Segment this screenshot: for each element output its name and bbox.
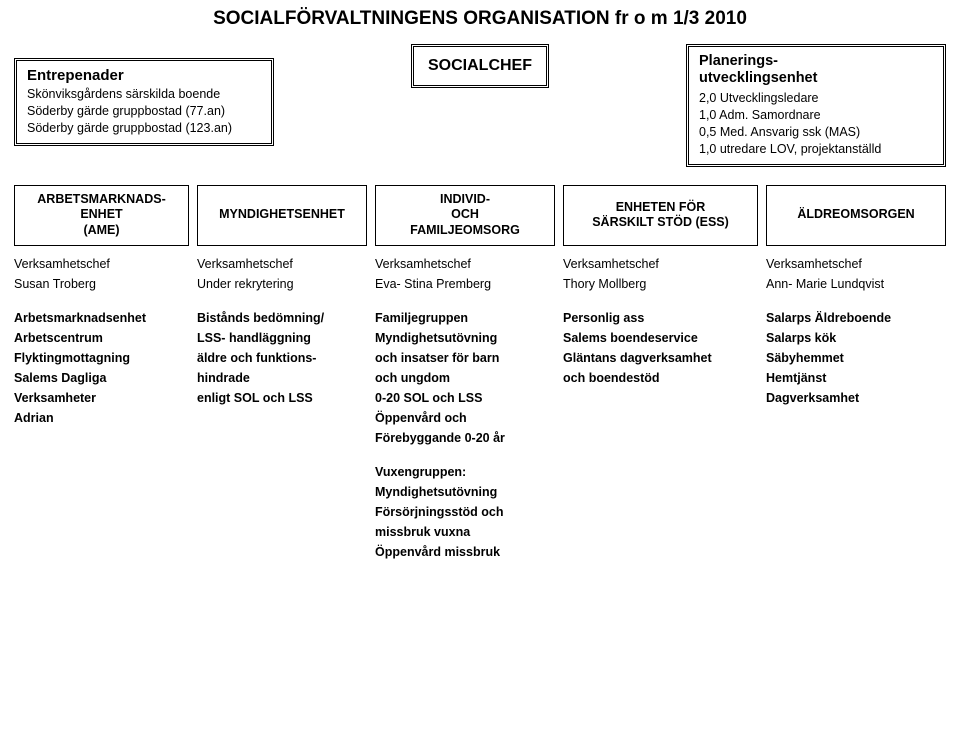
socialchef-box: SOCIALCHEF <box>411 44 549 88</box>
chef-name: Eva- Stina Premberg <box>375 274 555 294</box>
unit-line: ENHETEN FÖR <box>570 200 751 216</box>
chef-label: Verksamhetschef <box>14 254 189 274</box>
details-col-0: Arbetsmarknadsenhet Arbetscentrum Flykti… <box>14 308 189 448</box>
details-col-3: Personlig ass Salems boendeservice Glänt… <box>563 308 758 448</box>
unit-line: MYNDIGHETSENHET <box>204 207 360 223</box>
unit-box-ess: ENHETEN FÖR SÄRSKILT STÖD (ESS) <box>563 185 758 246</box>
vuxen-row: Vuxengruppen: Myndighetsutövning Försörj… <box>14 462 946 562</box>
detail-line: Myndighetsutövning <box>375 328 555 348</box>
chef-label: Verksamhetschef <box>197 254 367 274</box>
units-row: ARBETSMARKNADS- ENHET (AME) MYNDIGHETSEN… <box>14 185 946 246</box>
detail-line: 0-20 SOL och LSS <box>375 388 555 408</box>
detail-line: Dagverksamhet <box>766 388 946 408</box>
vuxen-line: missbruk vuxna <box>375 522 555 542</box>
unit-line: INDIVID- <box>382 192 548 208</box>
entreprenader-box: Entrepenader Skönviksgårdens särskilda b… <box>14 58 274 146</box>
detail-line: Personlig ass <box>563 308 758 328</box>
detail-line: Salarps kök <box>766 328 946 348</box>
planering-heading-l2: utvecklingsenhet <box>699 70 817 86</box>
detail-line: Salarps Äldreboende <box>766 308 946 328</box>
detail-line: och boendestöd <box>563 368 758 388</box>
detail-line: och insatser för barn <box>375 348 555 368</box>
detail-line: Salems boendeservice <box>563 328 758 348</box>
chef-name: Under rekrytering <box>197 274 367 294</box>
detail-line: och ungdom <box>375 368 555 388</box>
detail-line: Arbetscentrum <box>14 328 189 348</box>
planering-line: 1,0 utredare LOV, projektanställd <box>699 141 933 158</box>
unit-line: ENHET <box>21 207 182 223</box>
unit-line: OCH <box>382 207 548 223</box>
chef-label: Verksamhetschef <box>563 254 758 274</box>
chef-label: Verksamhetschef <box>766 254 946 274</box>
unit-line: ARBETSMARKNADS- <box>21 192 182 208</box>
details-col-2: Familjegruppen Myndighetsutövning och in… <box>375 308 555 448</box>
chef-name: Susan Troberg <box>14 274 189 294</box>
planering-heading-l1: Planerings- <box>699 53 778 69</box>
details-col-1: Bistånds bedömning/ LSS- handläggning äl… <box>197 308 367 448</box>
details-row: Arbetsmarknadsenhet Arbetscentrum Flykti… <box>14 308 946 448</box>
unit-line: FAMILJEOMSORG <box>382 223 548 239</box>
chef-name: Ann- Marie Lundqvist <box>766 274 946 294</box>
detail-line: Adrian <box>14 408 189 428</box>
unit-line: SÄRSKILT STÖD (ESS) <box>570 215 751 231</box>
entreprenader-line: Skönviksgårdens särskilda boende <box>27 86 261 103</box>
detail-line: Öppenvård och <box>375 408 555 428</box>
vuxen-line: Öppenvård missbruk <box>375 542 555 562</box>
detail-line: Hemtjänst <box>766 368 946 388</box>
planering-line: 0,5 Med. Ansvarig ssk (MAS) <box>699 124 933 141</box>
entreprenader-heading: Entrepenader <box>27 67 261 84</box>
unit-line: ÄLDREOMSORGEN <box>773 207 939 223</box>
details-col-4: Salarps Äldreboende Salarps kök Säbyhemm… <box>766 308 946 448</box>
detail-line: Familjegruppen <box>375 308 555 328</box>
vuxen-line: Myndighetsutövning <box>375 482 555 502</box>
detail-line: Gläntans dagverksamhet <box>563 348 758 368</box>
chef-label-row: Verksamhetschef Verksamhetschef Verksamh… <box>14 254 946 274</box>
detail-line: hindrade <box>197 368 367 388</box>
planering-heading: Planerings- utvecklingsenhet <box>699 53 933 86</box>
entreprenader-line: Söderby gärde gruppbostad (123.an) <box>27 120 261 137</box>
page-title: SOCIALFÖRVALTNINGENS ORGANISATION fr o m… <box>14 8 946 30</box>
detail-line: LSS- handläggning <box>197 328 367 348</box>
vuxen-line: Försörjningsstöd och <box>375 502 555 522</box>
unit-box-myndighet: MYNDIGHETSENHET <box>197 185 367 246</box>
detail-line: äldre och funktions- <box>197 348 367 368</box>
unit-line: (AME) <box>21 223 182 239</box>
top-row: Entrepenader Skönviksgårdens särskilda b… <box>14 40 946 167</box>
chef-name-row: Susan Troberg Under rekrytering Eva- Sti… <box>14 274 946 294</box>
planering-box: Planerings- utvecklingsenhet 2,0 Utveckl… <box>686 44 946 167</box>
detail-line: Förebyggande 0-20 år <box>375 428 555 448</box>
vuxen-col: Vuxengruppen: Myndighetsutövning Försörj… <box>375 462 555 562</box>
unit-box-individ: INDIVID- OCH FAMILJEOMSORG <box>375 185 555 246</box>
detail-line: Säbyhemmet <box>766 348 946 368</box>
detail-line: Salems Dagliga <box>14 368 189 388</box>
planering-line: 1,0 Adm. Samordnare <box>699 107 933 124</box>
unit-box-aldre: ÄLDREOMSORGEN <box>766 185 946 246</box>
detail-line: Flyktingmottagning <box>14 348 189 368</box>
vuxen-line: Vuxengruppen: <box>375 462 555 482</box>
chef-name: Thory Mollberg <box>563 274 758 294</box>
detail-line: enligt SOL och LSS <box>197 388 367 408</box>
chef-label: Verksamhetschef <box>375 254 555 274</box>
detail-line: Verksamheter <box>14 388 189 408</box>
detail-line: Arbetsmarknadsenhet <box>14 308 189 328</box>
entreprenader-line: Söderby gärde gruppbostad (77.an) <box>27 103 261 120</box>
planering-line: 2,0 Utvecklingsledare <box>699 90 933 107</box>
detail-line: Bistånds bedömning/ <box>197 308 367 328</box>
unit-box-ame: ARBETSMARKNADS- ENHET (AME) <box>14 185 189 246</box>
